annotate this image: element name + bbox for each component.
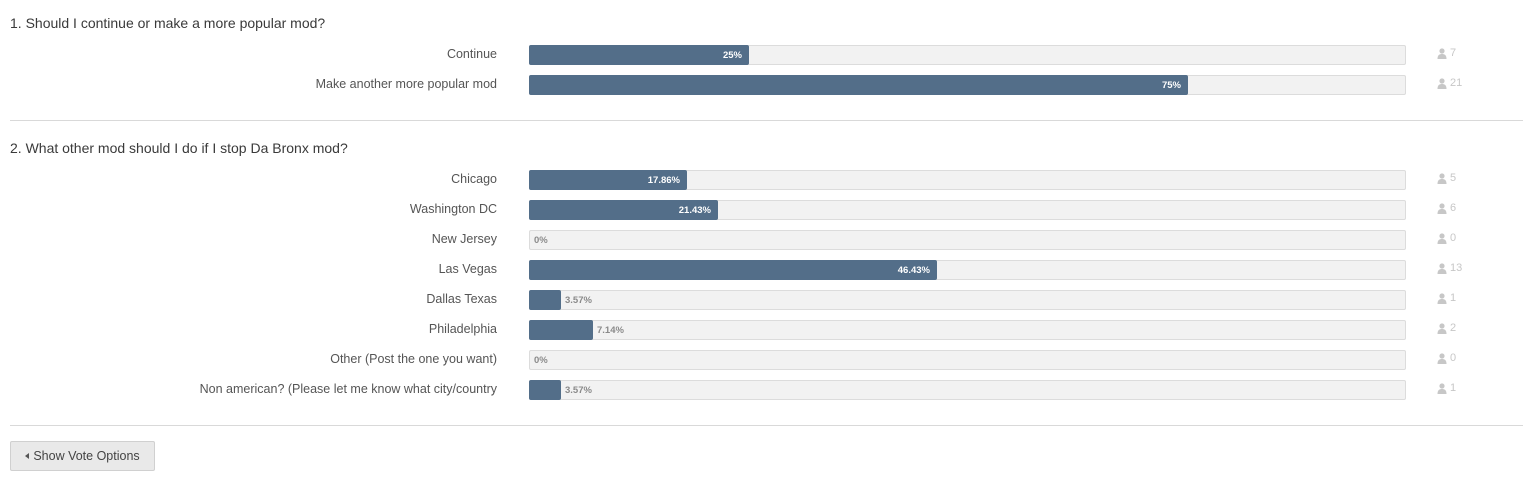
poll-percent-label: 0% — [534, 235, 548, 246]
vote-count: 1 — [1437, 292, 1456, 304]
poll-option-row: Washington DC 21.43% 6 — [0, 200, 1523, 220]
vote-count: 0 — [1437, 352, 1456, 364]
poll-result-bar-fill — [529, 200, 718, 220]
poll-option-label: Philadelphia — [428, 322, 497, 336]
poll-question-title: 1. Should I continue or make a more popu… — [10, 15, 326, 31]
poll-option-row: Non american? (Please let me know what c… — [0, 380, 1523, 400]
poll-result-bar: 21.43% — [529, 200, 1406, 220]
poll-option-label: Non american? (Please let me know what c… — [199, 382, 497, 396]
vote-count-value: 0 — [1450, 232, 1457, 244]
poll-result-bar: 25% — [529, 45, 1406, 65]
vote-count-value: 13 — [1450, 262, 1463, 274]
poll-percent-label: 25% — [722, 50, 742, 61]
section-divider — [10, 425, 1523, 426]
poll-percent-label: 17.86% — [647, 175, 680, 186]
vote-count: 0 — [1437, 232, 1456, 244]
poll-option-label: Washington DC — [409, 202, 497, 216]
user-icon — [1437, 77, 1447, 89]
poll-result-bar-fill — [529, 45, 749, 65]
poll-option-row: Continue 25% 7 — [0, 45, 1523, 65]
caret-left-icon — [25, 453, 30, 459]
poll-result-bar-fill — [529, 380, 561, 400]
section-divider — [10, 120, 1523, 121]
poll-option-label: Make another more popular mod — [315, 77, 497, 91]
poll-option-row: Las Vegas 46.43% 13 — [0, 260, 1523, 280]
poll-result-bar: 3.57% — [529, 290, 1406, 310]
vote-count: 6 — [1437, 202, 1456, 214]
poll-percent-label: 3.57% — [565, 295, 592, 306]
poll-option-label: New Jersey — [431, 232, 497, 246]
poll-result-bar: 75% — [529, 75, 1406, 95]
poll-result-bar-fill — [529, 170, 687, 190]
poll-percent-label: 75% — [1161, 80, 1181, 91]
poll-option-label: Chicago — [451, 172, 497, 186]
vote-count-value: 1 — [1450, 292, 1457, 304]
user-icon — [1437, 47, 1447, 59]
user-icon — [1437, 262, 1447, 274]
vote-count-value: 6 — [1450, 202, 1457, 214]
poll-question-title: 2. What other mod should I do if I stop … — [10, 140, 348, 156]
poll-result-bar-fill — [529, 75, 1188, 95]
poll-result-bar: 17.86% — [529, 170, 1406, 190]
user-icon — [1437, 172, 1447, 184]
vote-count: 13 — [1437, 262, 1462, 274]
show-vote-options-label: Show Vote Options — [33, 449, 140, 463]
vote-count: 21 — [1437, 77, 1462, 89]
poll-result-bar-fill — [529, 320, 593, 340]
vote-count-value: 1 — [1450, 382, 1457, 394]
poll-option-row: Chicago 17.86% 5 — [0, 170, 1523, 190]
user-icon — [1437, 322, 1447, 334]
vote-count-value: 2 — [1450, 322, 1457, 334]
poll-percent-label: 3.57% — [565, 385, 592, 396]
poll-option-label: Dallas Texas — [426, 292, 497, 306]
vote-count: 5 — [1437, 172, 1456, 184]
poll-option-label: Other (Post the one you want) — [330, 352, 497, 366]
poll-result-bar: 0% — [529, 230, 1406, 250]
user-icon — [1437, 232, 1447, 244]
poll-option-label: Las Vegas — [438, 262, 497, 276]
vote-count: 1 — [1437, 382, 1456, 394]
user-icon — [1437, 382, 1447, 394]
poll-percent-label: 0% — [534, 355, 548, 366]
poll-option-row: Philadelphia 7.14% 2 — [0, 320, 1523, 340]
user-icon — [1437, 352, 1447, 364]
poll-percent-label: 21.43% — [678, 205, 711, 216]
vote-count: 7 — [1437, 47, 1456, 59]
vote-count: 2 — [1437, 322, 1456, 334]
poll-result-bar: 46.43% — [529, 260, 1406, 280]
poll-result-bar: 0% — [529, 350, 1406, 370]
poll-percent-label: 7.14% — [597, 325, 624, 336]
vote-count-value: 0 — [1450, 352, 1457, 364]
vote-count-value: 21 — [1450, 77, 1463, 89]
poll-option-row: Dallas Texas 3.57% 1 — [0, 290, 1523, 310]
poll-percent-label: 46.43% — [897, 265, 930, 276]
show-vote-options-button[interactable]: Show Vote Options — [10, 441, 155, 471]
vote-count-value: 5 — [1450, 172, 1457, 184]
poll-result-bar: 7.14% — [529, 320, 1406, 340]
poll-option-row: Other (Post the one you want) 0% 0 — [0, 350, 1523, 370]
user-icon — [1437, 292, 1447, 304]
poll-option-row: New Jersey 0% 0 — [0, 230, 1523, 250]
poll-option-label: Continue — [446, 47, 497, 61]
poll-result-bar-fill — [529, 290, 561, 310]
poll-result-bar: 3.57% — [529, 380, 1406, 400]
vote-count-value: 7 — [1450, 47, 1457, 59]
user-icon — [1437, 202, 1447, 214]
poll-result-bar-fill — [529, 260, 937, 280]
poll-option-row: Make another more popular mod 75% 21 — [0, 75, 1523, 95]
